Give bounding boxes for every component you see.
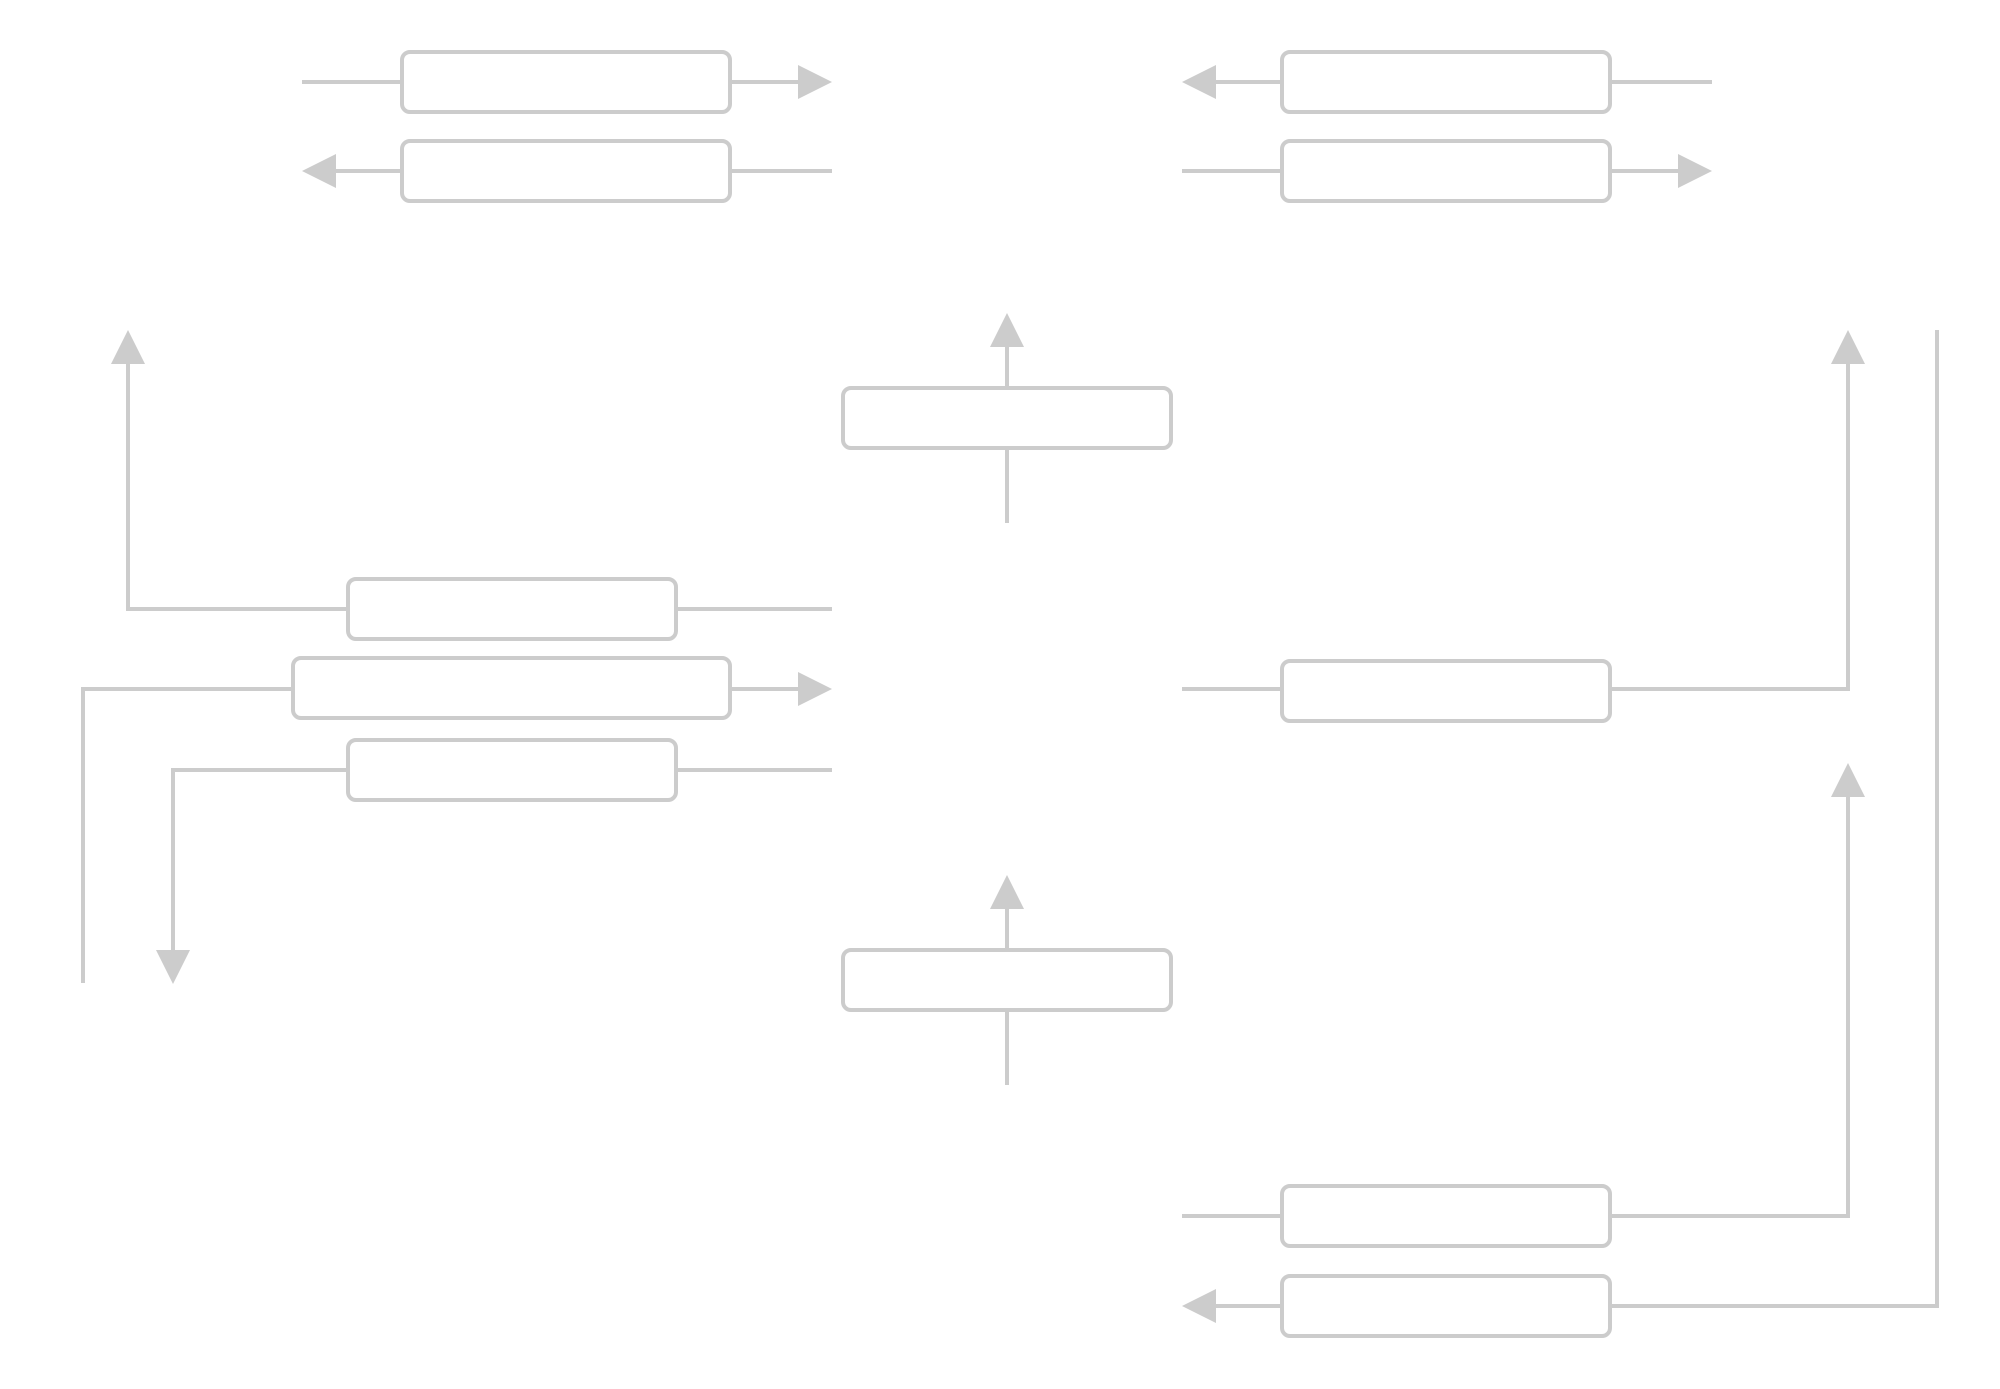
arrowhead-top-left-1-right (798, 65, 832, 99)
connector-bottom-right-2-in (1610, 330, 1939, 1308)
connector-mid-left-2-in (81, 687, 293, 983)
box-top-left-2[interactable] (400, 139, 732, 203)
box-bottom-right-1[interactable] (1280, 1184, 1612, 1248)
box-mid-right[interactable] (1280, 659, 1612, 723)
box-bottom-right-2[interactable] (1280, 1274, 1612, 1338)
arrowhead-mid-left-1-up (111, 330, 145, 364)
arrowhead-center-upper-up (990, 313, 1024, 347)
arrowhead-mid-right-up (1831, 330, 1865, 364)
box-mid-left-1[interactable] (346, 577, 678, 641)
arrowhead-bottom-right-2-left (1182, 1289, 1216, 1323)
connector-mid-left-3-out (171, 768, 348, 950)
arrowhead-top-left-2-left (302, 154, 336, 188)
connector-mid-left-1-out (126, 364, 348, 611)
arrowhead-top-right-1-left (1182, 65, 1216, 99)
box-top-right-1[interactable] (1280, 50, 1612, 114)
box-center-lower[interactable] (841, 948, 1173, 1012)
arrowhead-bottom-right-1-up (1831, 763, 1865, 797)
box-mid-left-3[interactable] (346, 738, 678, 802)
box-top-left-1[interactable] (400, 50, 732, 114)
connector-bottom-right-1-out (1610, 797, 1850, 1218)
box-center-upper[interactable] (841, 386, 1173, 450)
arrowhead-top-right-2-right (1678, 154, 1712, 188)
box-mid-left-2[interactable] (291, 656, 732, 720)
connector-mid-right-out (1610, 364, 1850, 691)
box-top-right-2[interactable] (1280, 139, 1612, 203)
arrowhead-center-lower-up (990, 875, 1024, 909)
arrowhead-mid-left-2-right (798, 672, 832, 706)
arrowhead-mid-left-3-down (156, 950, 190, 984)
